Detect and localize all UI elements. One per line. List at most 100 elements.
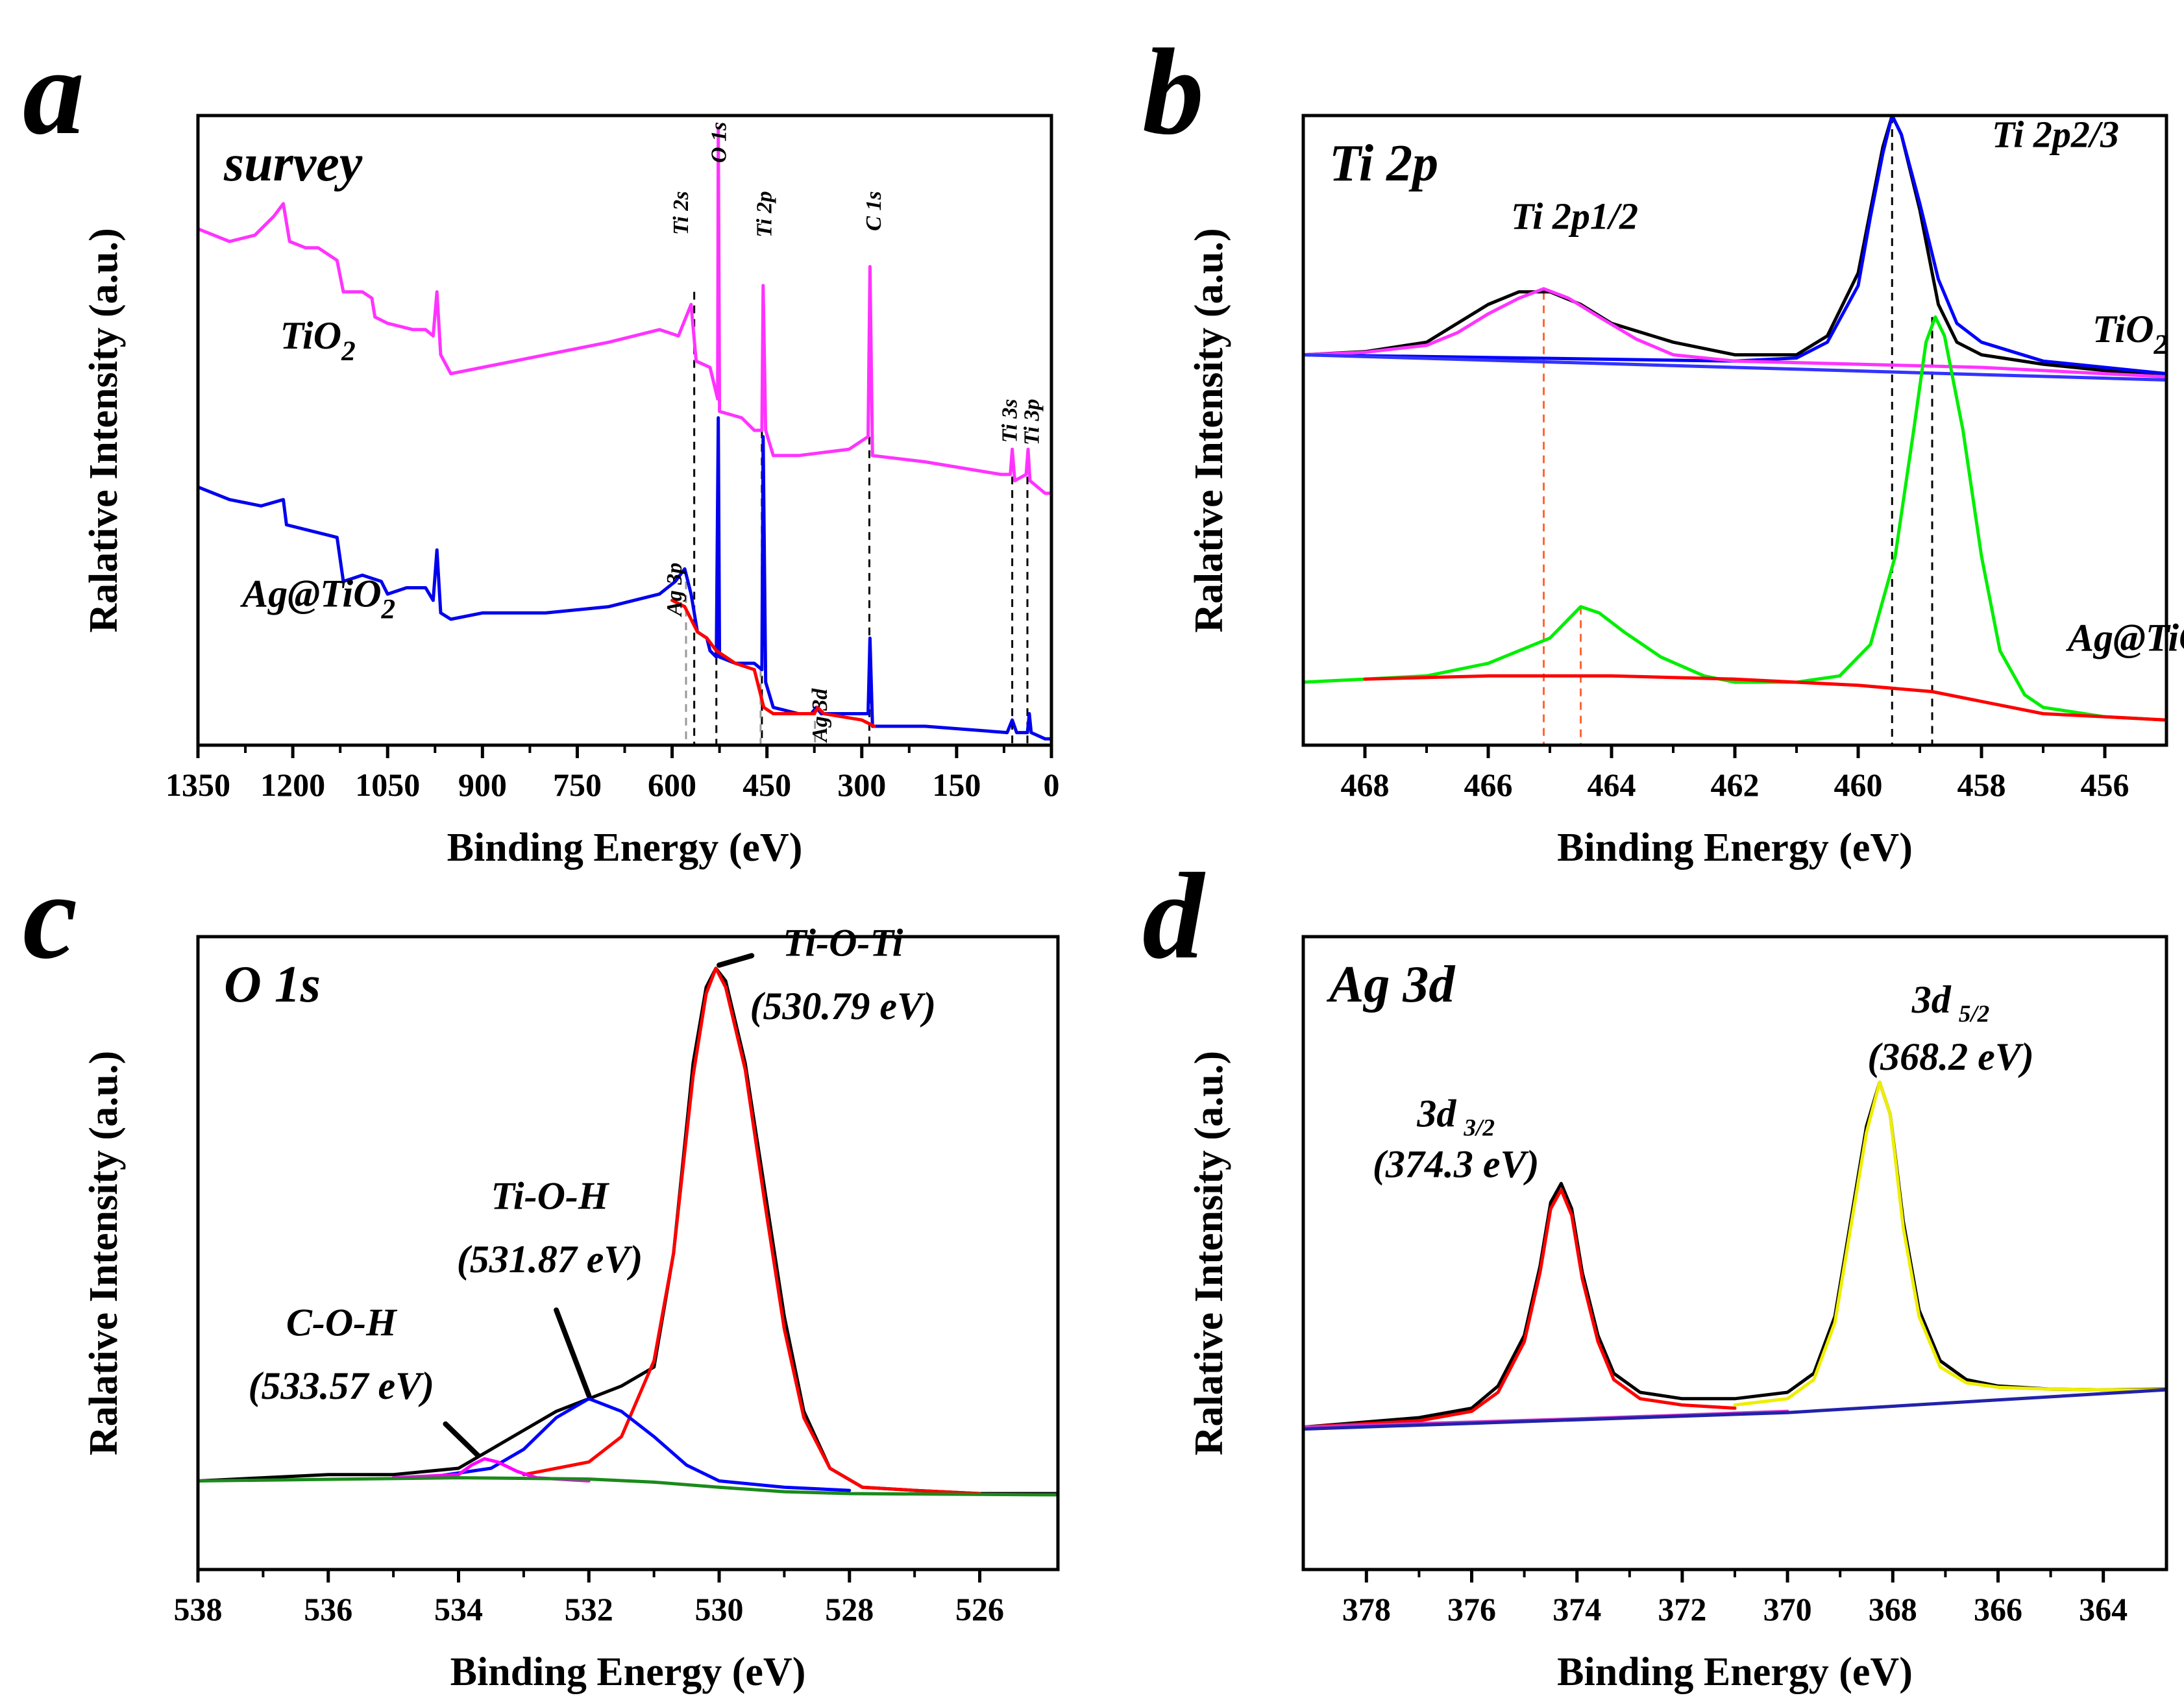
panel-a-survey: a 1350 1200 1050 900 750 600 450 300 150 0 Binding … (23, 24, 1060, 870)
series-line-3d3-2-fit (1303, 1188, 1737, 1429)
x-tick-label: 1200 (260, 767, 325, 803)
peak-annotation: Ti 3s (998, 399, 1022, 443)
x-tick-label: 368 (1869, 1591, 1917, 1627)
annotation-leader-line (443, 1421, 481, 1459)
y-axis-label: Ralative Intensity (a.u.) (1187, 1051, 1231, 1455)
x-tick-label: 530 (695, 1591, 744, 1627)
series-line-ag-tio2 (198, 416, 1051, 741)
peak-annotation: Ti-O-H (491, 1174, 610, 1217)
sample-label-subscript: 2 (381, 595, 396, 625)
panel-b-ti-2p: b 468 466 464 462 460 458 456 Binding Energy (eV… (1142, 24, 2184, 870)
peak-annotation: 3d 5/2 (1911, 978, 1990, 1028)
x-tick-label: 370 (1763, 1591, 1812, 1627)
sample-label: Ag@TiO2 (2065, 617, 2184, 669)
y-axis-label: Ralative Intensity (a.u.) (82, 228, 126, 632)
x-tick-label: 372 (1658, 1591, 1706, 1627)
series-line-ag-tio2-envelope (1303, 315, 2166, 722)
series-line-c-o-h-fit (391, 1457, 591, 1483)
annotation-subscript: 5/2 (1959, 1001, 1990, 1028)
x-tick-label: 364 (2079, 1591, 2128, 1627)
panel-letter: d (1142, 848, 1206, 985)
plot-title: Ti 2p (1329, 135, 1438, 192)
x-axis-label: Binding Energy (eV) (1557, 826, 1913, 870)
sample-label-text: TiO (280, 314, 341, 357)
x-tick-label: 366 (1974, 1591, 2022, 1627)
x-tick-label: 300 (837, 767, 886, 803)
x-tick-label: 750 (553, 767, 602, 803)
annotation-text: (530.79 eV) (750, 985, 936, 1028)
x-tick-label: 466 (1464, 767, 1513, 803)
x-tick-label: 528 (825, 1591, 874, 1627)
sample-label-text: TiO (2092, 308, 2153, 351)
series-line-3d5-2-fit (1733, 1080, 2166, 1407)
y-axis-label: Ralative Intensity (a.u.) (82, 1051, 126, 1455)
annotation-leader-line (554, 1307, 592, 1398)
plot-title: survey (223, 135, 363, 192)
panel-letter: a (23, 24, 84, 160)
annotation-text: Ti 2p1/2 (1511, 195, 1638, 238)
series-line-tio2-ti-2p3-2-fit (1303, 116, 2166, 376)
series-line-background (670, 598, 876, 728)
x-tick-label: 600 (648, 767, 696, 803)
peak-annotation: Ti 2p (752, 191, 776, 237)
annotation-text: (533.57 eV) (249, 1364, 435, 1407)
peak-annotation: (530.79 eV) (750, 985, 936, 1028)
x-tick-label: 1350 (166, 767, 230, 803)
annotation-text: C-O-H (286, 1301, 398, 1344)
peak-annotation: Ti 2p2/3 (1992, 114, 2119, 156)
panel-letter: b (1142, 24, 1204, 160)
annotation-text: 3d (1416, 1092, 1456, 1135)
peak-annotation: 3d 3/2 (1416, 1092, 1495, 1142)
annotation-text: 3d (1911, 978, 1952, 1021)
sample-label-subscript: 2 (2153, 330, 2168, 360)
x-tick-label: 536 (304, 1591, 352, 1627)
series-line-ti-o-ti-fit (522, 967, 981, 1496)
x-tick-label: 534 (434, 1591, 483, 1627)
series-line-tio2-envelope (1303, 116, 2166, 379)
annotation-text: Ti 2p2/3 (1992, 114, 2119, 156)
x-tick-label: 374 (1552, 1591, 1601, 1627)
x-tick-label: 464 (1588, 767, 1636, 803)
x-tick-label: 450 (742, 767, 791, 803)
peak-annotation: C 1s (862, 191, 886, 230)
x-tick-label: 378 (1342, 1591, 1391, 1627)
peak-annotation: Ti 2p1/2 (1511, 195, 1638, 238)
x-tick-label: 458 (1957, 767, 2006, 803)
annotation-text: (368.2 eV) (1867, 1035, 2034, 1078)
annotation-text: (531.87 eV) (457, 1238, 643, 1281)
x-axis-label: Binding Energy (eV) (450, 1650, 806, 1694)
peak-annotation: Ag 3p (663, 563, 687, 617)
annotation-text: (374.3 eV) (1373, 1143, 1540, 1186)
x-tick-label: 462 (1711, 767, 1760, 803)
plot-title: O 1s (224, 956, 321, 1013)
series-line-tio2-ti-2p1-2-fit (1303, 287, 2166, 379)
plot-frame (196, 114, 1053, 747)
series-line-baseline-2 (1303, 1388, 2166, 1431)
sample-label-text: Ag@TiO (239, 573, 381, 615)
plot-frame (196, 935, 1060, 1571)
peak-annotation: C-O-H (286, 1301, 398, 1344)
x-tick-label: 532 (565, 1591, 613, 1627)
peak-annotation: Ti 3p (1020, 399, 1044, 445)
series-line-ti-o-h-fit (424, 1397, 852, 1492)
annotation-leader-line (717, 953, 755, 968)
panel-d-ag-3d: d 378 376 374 372 370 368 366 364 Binding Energy … (1142, 848, 2168, 1694)
y-axis-label: Ralative Intensity (a.u.) (1187, 228, 1231, 632)
x-tick-label: 0 (1044, 767, 1060, 803)
peak-annotation: O 1s (707, 122, 731, 163)
x-tick-label: 456 (2081, 767, 2129, 803)
annotation-text: Ti-O-Ti (783, 921, 903, 964)
x-tick-label: 538 (174, 1591, 223, 1627)
panel-letter: c (23, 848, 77, 985)
x-axis-label: Binding Energy (eV) (1557, 1650, 1913, 1694)
x-tick-label: 1050 (355, 767, 420, 803)
peak-annotation: (533.57 eV) (249, 1364, 435, 1407)
x-tick-label: 150 (932, 767, 981, 803)
sample-label-text: Ag@TiO (2065, 617, 2184, 659)
panel-c-o-1s: c 538 536 534 532 530 528 526 Binding Energy (eV… (23, 848, 1060, 1694)
peak-annotation: (374.3 eV) (1373, 1143, 1540, 1186)
plot-frame (1301, 935, 2168, 1571)
sample-label: TiO2 (2092, 308, 2168, 360)
annotation-subscript: 3/2 (1463, 1115, 1495, 1142)
